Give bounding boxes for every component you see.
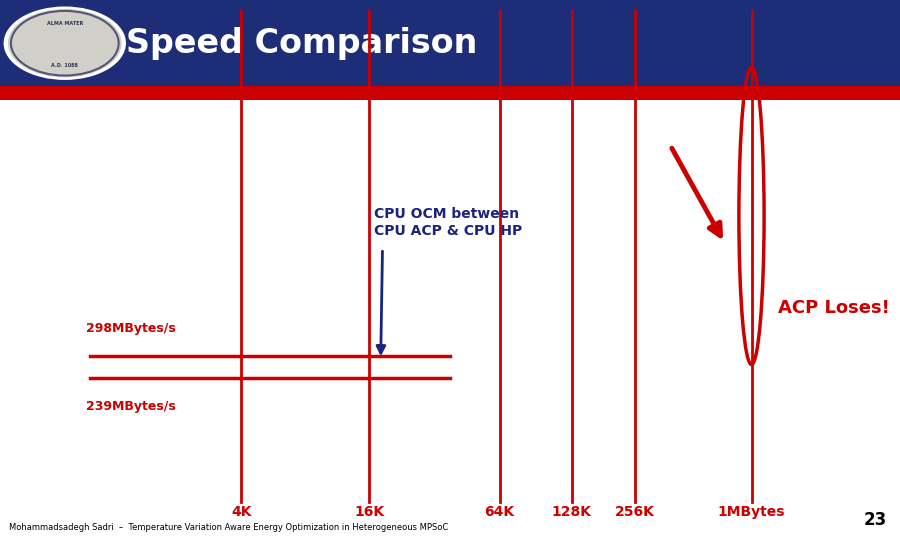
- Circle shape: [4, 6, 126, 80]
- Text: 16K: 16K: [354, 505, 384, 519]
- Text: 23: 23: [863, 511, 886, 529]
- Text: 298MBytes/s: 298MBytes/s: [86, 322, 176, 335]
- Text: Speed Comparison: Speed Comparison: [126, 26, 477, 60]
- Text: 1MBytes: 1MBytes: [718, 505, 785, 519]
- Text: ACP Loses!: ACP Loses!: [778, 299, 890, 317]
- Bar: [0, 86, 900, 100]
- Circle shape: [8, 9, 122, 77]
- Text: A.D. 1088: A.D. 1088: [51, 64, 78, 69]
- Text: 4K: 4K: [231, 505, 251, 519]
- Text: 128K: 128K: [552, 505, 591, 519]
- Text: Mohammadsadegh Sadri  –  Temperature Variation Aware Energy Optimization in Hete: Mohammadsadegh Sadri – Temperature Varia…: [9, 523, 448, 532]
- Text: 256K: 256K: [615, 505, 654, 519]
- Text: 64K: 64K: [484, 505, 515, 519]
- Text: 239MBytes/s: 239MBytes/s: [86, 400, 176, 413]
- Text: CPU OCM between
CPU ACP & CPU HP: CPU OCM between CPU ACP & CPU HP: [374, 207, 522, 238]
- Bar: [0, 0, 900, 86]
- Text: ALMA MATER: ALMA MATER: [47, 21, 83, 25]
